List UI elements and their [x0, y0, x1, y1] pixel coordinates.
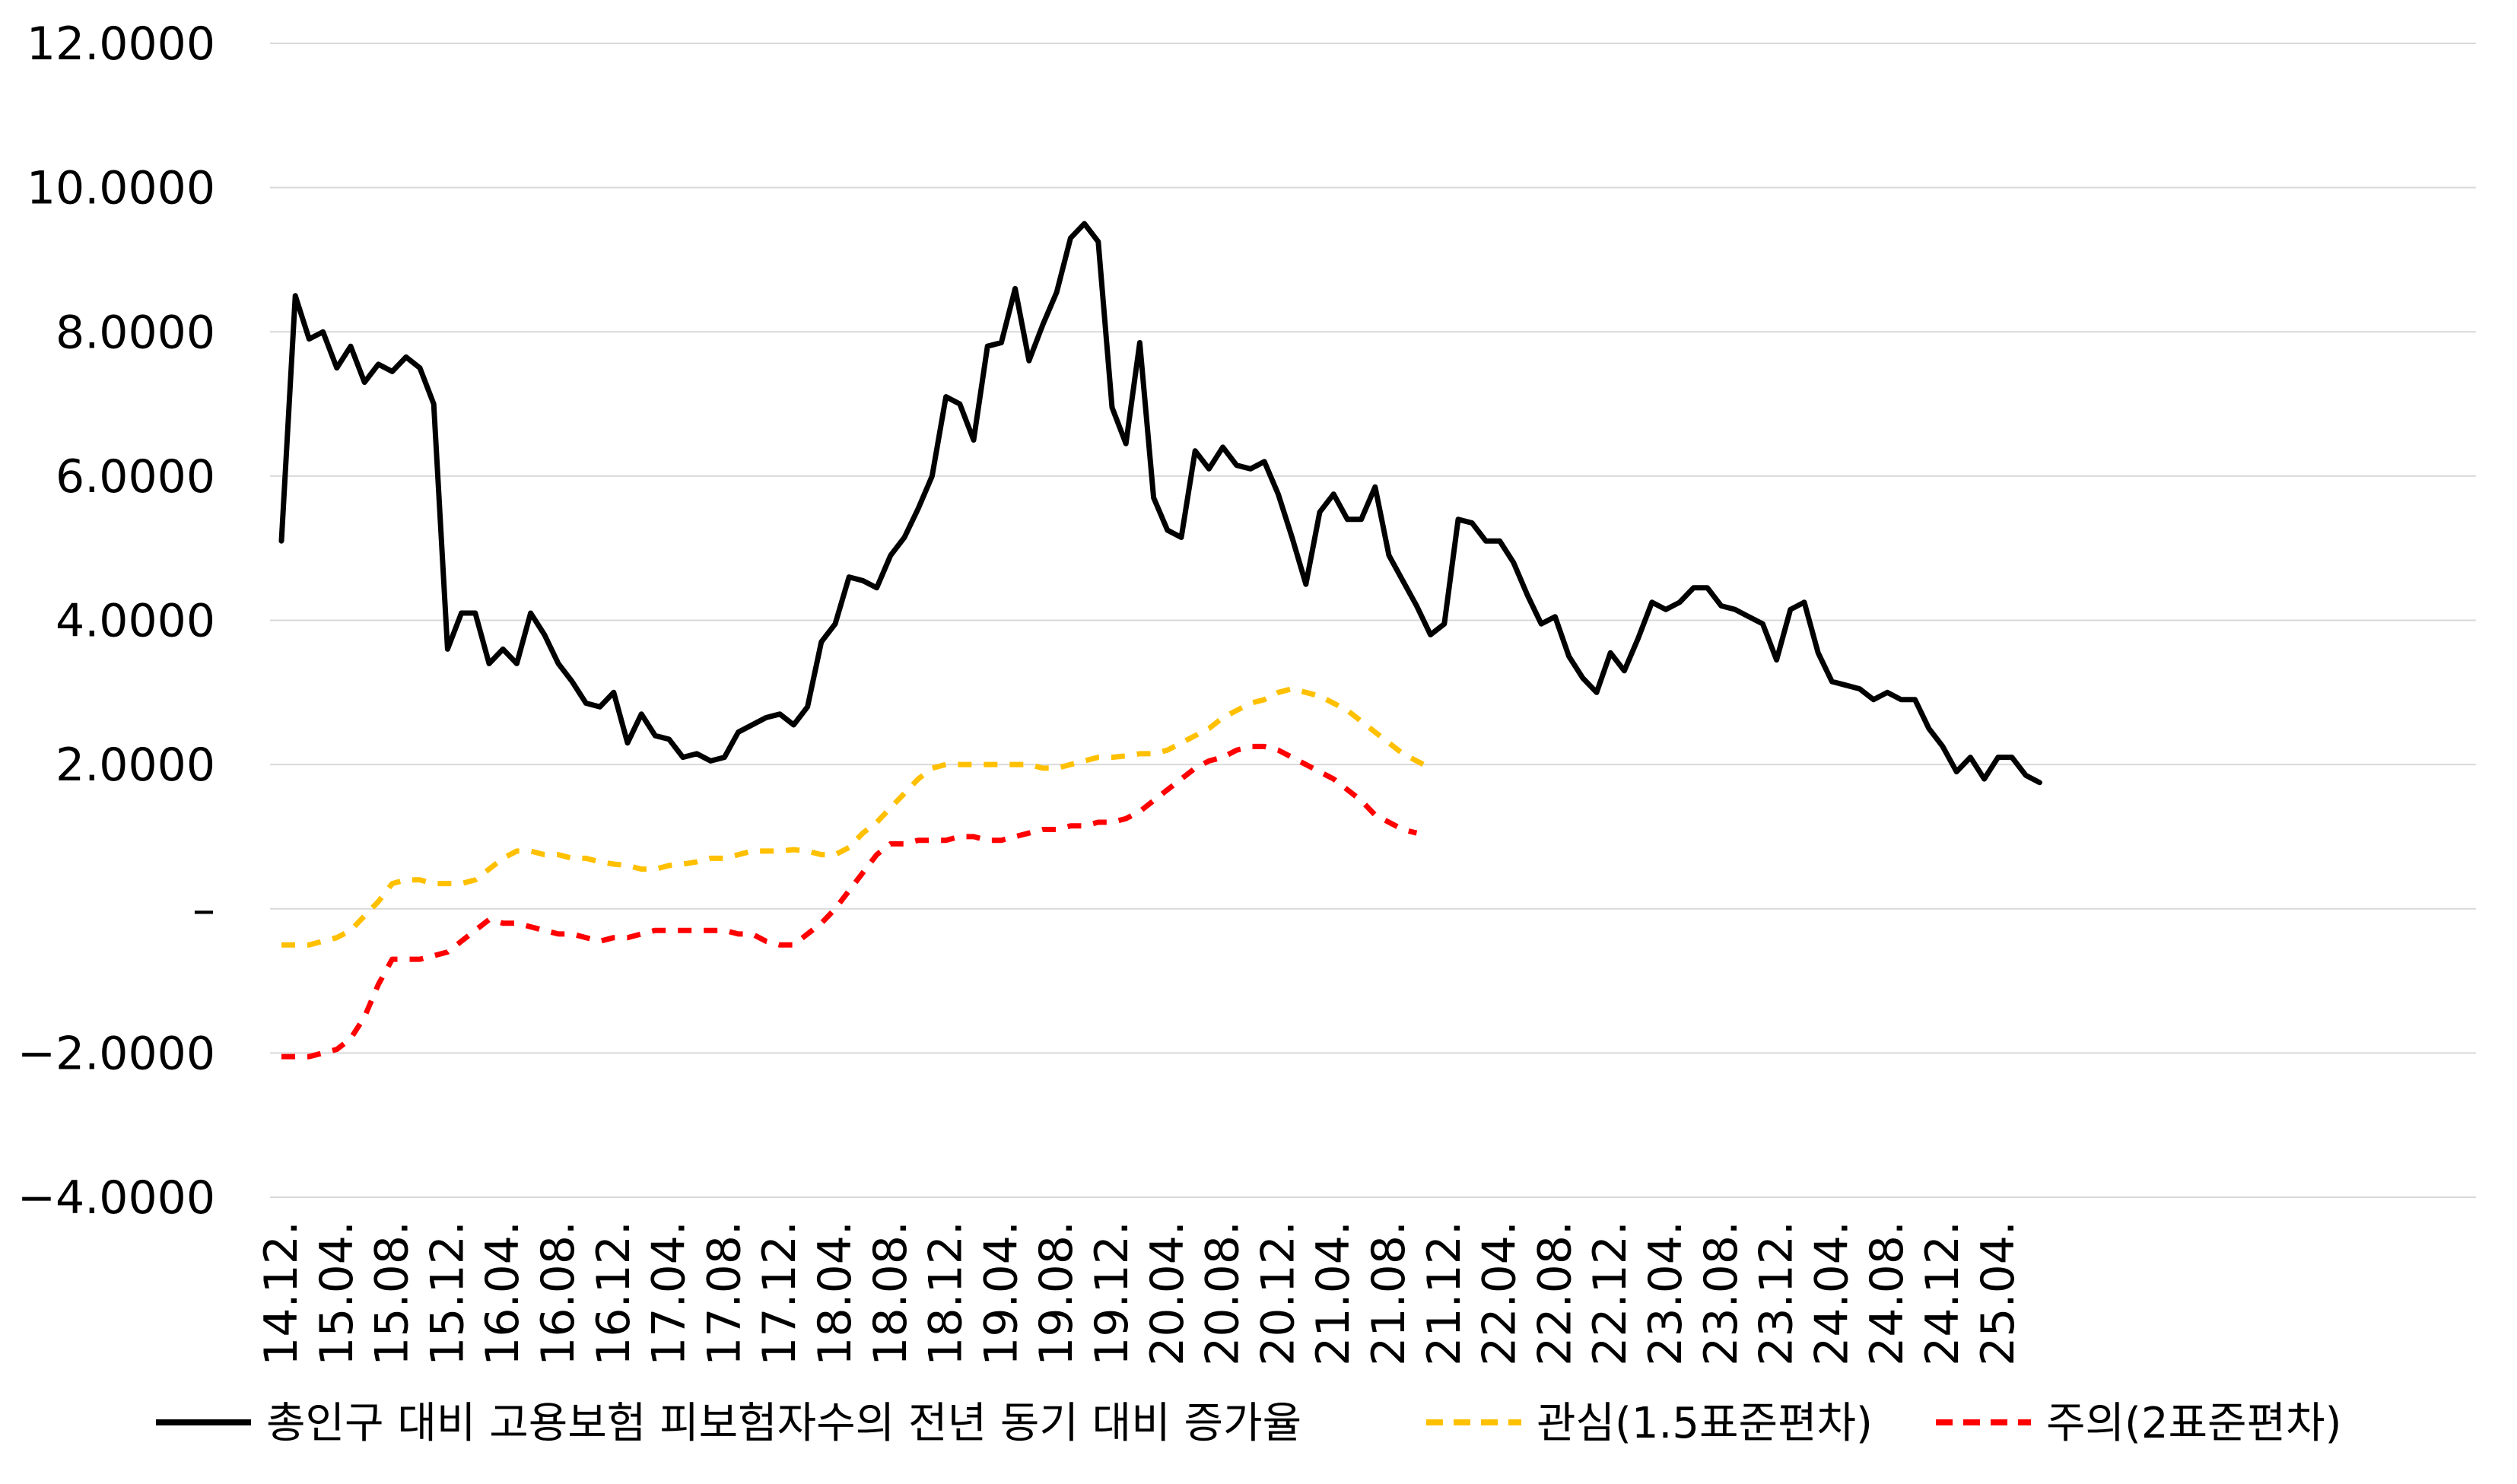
gridlines — [270, 43, 2476, 1198]
legend-label: 총인구 대비 고용보험 피보험자수의 전년 동기 대비 증가율 — [266, 1399, 1301, 1448]
x-tick-label: 22.08. — [1528, 1221, 1581, 1366]
x-tick-label: 23.04. — [1639, 1221, 1692, 1366]
x-tick-label: 24.04. — [1805, 1221, 1858, 1366]
y-tick-label: −2.0000 — [17, 1027, 215, 1080]
y-axis-tick-labels: 12.0000 10.0000 8.0000 6.0000 4.0000 2.0000 – −… — [17, 17, 215, 1225]
y-tick-label: 2.0000 — [56, 739, 215, 792]
x-tick-label: 16.08. — [532, 1221, 585, 1366]
x-tick-label: 22.04. — [1473, 1221, 1527, 1366]
x-tick-label: 21.12. — [1418, 1221, 1471, 1366]
legend: 총인구 대비 고용보험 피보험자수의 전년 동기 대비 증가율 관심(1.5표준편… — [156, 1399, 2341, 1448]
x-tick-label: 24.12. — [1916, 1221, 1969, 1366]
x-tick-label: 20.12. — [1251, 1221, 1305, 1366]
x-tick-label: 22.12. — [1584, 1221, 1637, 1366]
x-tick-label: 19.04. — [974, 1221, 1028, 1366]
x-tick-label: 16.12. — [587, 1221, 640, 1366]
x-tick-label: 23.08. — [1695, 1221, 1748, 1366]
series-lines — [278, 221, 2042, 1060]
y-tick-label: 4.0000 — [56, 595, 215, 648]
x-tick-label: 23.12. — [1750, 1221, 1804, 1366]
series-line-0 — [278, 221, 2042, 786]
x-tick-label: 14.12. — [255, 1221, 308, 1366]
x-tick-label: 21.08. — [1362, 1221, 1416, 1366]
legend-label: 관심(1.5표준편차) — [1537, 1399, 1873, 1448]
x-tick-label: 17.04. — [643, 1221, 696, 1366]
x-tick-label: 21.04. — [1307, 1221, 1360, 1366]
y-tick-label: – — [192, 883, 215, 936]
x-tick-label: 18.04. — [809, 1221, 862, 1366]
x-tick-label: 18.12. — [920, 1221, 973, 1366]
x-tick-label: 25.04. — [1972, 1221, 2025, 1366]
x-tick-label: 19.08. — [1030, 1221, 1083, 1366]
legend-label: 주의(2표준편차) — [2046, 1399, 2341, 1448]
x-tick-label: 18.08. — [864, 1221, 917, 1366]
y-tick-label: −4.0000 — [17, 1171, 215, 1225]
x-axis-tick-labels: 14.12. 15.04. 15.08. 15.12. 16.04. 16.08. 16.1… — [255, 1221, 2025, 1366]
y-tick-label: 12.0000 — [27, 17, 215, 71]
x-tick-label: 24.08. — [1861, 1221, 1914, 1366]
x-tick-label: 19.12. — [1085, 1221, 1139, 1366]
x-tick-label: 15.12. — [421, 1221, 474, 1366]
series-line-2 — [281, 743, 1418, 1060]
x-tick-label: 15.04. — [310, 1221, 364, 1366]
x-tick-label: 20.08. — [1197, 1221, 1250, 1366]
y-tick-label: 6.0000 — [56, 450, 215, 504]
x-tick-label: 17.12. — [753, 1221, 806, 1366]
x-tick-label: 16.04. — [476, 1221, 529, 1366]
series-line-1 — [281, 686, 1432, 948]
y-tick-label: 10.0000 — [27, 162, 215, 215]
x-tick-label: 15.08. — [366, 1221, 419, 1366]
x-tick-label: 17.08. — [698, 1221, 751, 1366]
y-tick-label: 8.0000 — [56, 306, 215, 359]
x-tick-label: 20.04. — [1141, 1221, 1194, 1366]
